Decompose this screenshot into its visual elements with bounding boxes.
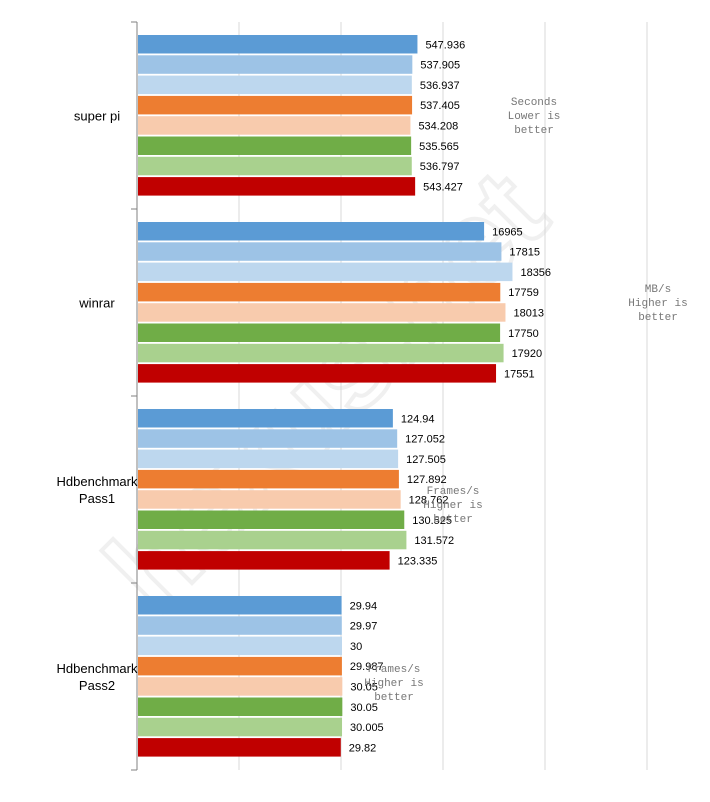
- bar: [138, 449, 399, 469]
- annotation: Frames/s: [368, 664, 421, 676]
- annotation: Higher is: [628, 298, 687, 310]
- data-label: 17750: [508, 328, 539, 340]
- bar: [138, 551, 390, 570]
- data-label: 536.797: [420, 161, 460, 173]
- bar: [138, 242, 502, 261]
- data-label: 543.427: [423, 181, 463, 193]
- data-label: 123.335: [398, 555, 438, 567]
- data-label: 18356: [520, 267, 551, 279]
- data-label: 127.892: [407, 474, 447, 486]
- bar: [138, 323, 501, 342]
- annotation: better: [433, 514, 473, 526]
- bar: [138, 717, 343, 737]
- data-label: 29.82: [349, 742, 377, 754]
- bar: [138, 222, 485, 241]
- data-label: 30.05: [350, 681, 378, 693]
- bar: [138, 409, 393, 428]
- annotation: Higher is: [423, 500, 482, 512]
- annotation: Frames/s: [427, 486, 480, 498]
- bar: [138, 343, 504, 363]
- data-label: 535.565: [419, 141, 459, 153]
- annotation: better: [638, 312, 678, 324]
- data-label: 124.94: [401, 413, 435, 425]
- bar: [138, 95, 413, 115]
- annotation: MB/s: [645, 284, 671, 296]
- bar: [138, 303, 506, 322]
- data-label: 127.505: [406, 454, 446, 466]
- bar: [138, 469, 399, 489]
- data-label: 131.572: [414, 535, 454, 547]
- data-label: 30.05: [350, 702, 378, 714]
- annotation: better: [374, 692, 414, 704]
- data-label: 16965: [492, 226, 523, 238]
- data-label: 17815: [509, 247, 540, 259]
- bar: [138, 282, 501, 302]
- bar: [138, 490, 401, 509]
- category-label: Pass2: [79, 678, 115, 693]
- data-label: 29.97: [350, 621, 378, 633]
- data-label: 18013: [513, 307, 544, 319]
- data-label: 17920: [512, 348, 543, 360]
- data-label: 17551: [504, 368, 535, 380]
- annotation: better: [514, 125, 554, 137]
- category-label: Pass1: [79, 491, 115, 506]
- category-label: winrar: [78, 295, 115, 310]
- bar: [138, 35, 418, 54]
- data-label: 128.762: [409, 494, 449, 506]
- data-label: 30.005: [350, 722, 384, 734]
- annotation: Seconds: [511, 97, 557, 109]
- bar: [138, 677, 343, 696]
- bar: [138, 136, 412, 155]
- bar: [138, 636, 342, 656]
- annotation: Higher is: [364, 678, 423, 690]
- bar: [138, 262, 513, 282]
- annotation: Lower is: [508, 111, 561, 123]
- data-label: 30: [350, 641, 362, 653]
- bar: [138, 116, 411, 135]
- category-label: super pi: [74, 108, 120, 123]
- bar: [138, 156, 412, 176]
- bar: [138, 510, 405, 529]
- bar: [138, 530, 407, 550]
- bar: [138, 364, 497, 383]
- data-label: 537.405: [420, 100, 460, 112]
- bar: [138, 429, 398, 448]
- bar: [138, 656, 342, 676]
- data-label: 17759: [508, 287, 539, 299]
- data-label: 29.94: [350, 600, 378, 612]
- bar: [138, 738, 341, 757]
- data-label: 547.936: [425, 39, 465, 51]
- data-label: 536.937: [420, 80, 460, 92]
- bar: [138, 616, 342, 635]
- category-label: Hdbenchmark: [57, 661, 138, 676]
- bar: [138, 75, 412, 95]
- bar: [138, 697, 343, 716]
- data-label: 534.208: [418, 120, 458, 132]
- category-label: Hdbenchmark: [57, 474, 138, 489]
- data-label: 130.525: [412, 515, 452, 527]
- bar: [138, 55, 413, 74]
- bar: [138, 596, 342, 615]
- data-label: 127.052: [405, 434, 445, 446]
- data-label: 537.905: [420, 60, 460, 72]
- data-label: 29.987: [350, 661, 384, 673]
- bar: [138, 177, 416, 196]
